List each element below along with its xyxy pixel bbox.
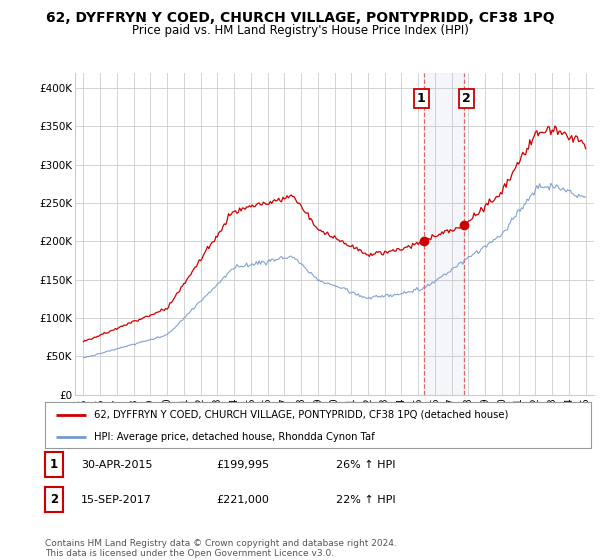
Text: Contains HM Land Registry data © Crown copyright and database right 2024.
This d: Contains HM Land Registry data © Crown c… xyxy=(45,539,397,558)
Text: 2: 2 xyxy=(50,493,58,506)
Text: 62, DYFFRYN Y COED, CHURCH VILLAGE, PONTYPRIDD, CF38 1PQ (detached house): 62, DYFFRYN Y COED, CHURCH VILLAGE, PONT… xyxy=(94,410,509,420)
Text: £199,995: £199,995 xyxy=(216,460,269,469)
Bar xyxy=(424,73,464,395)
Text: 62, DYFFRYN Y COED, CHURCH VILLAGE, PONTYPRIDD, CF38 1PQ: 62, DYFFRYN Y COED, CHURCH VILLAGE, PONT… xyxy=(46,11,554,25)
Text: Price paid vs. HM Land Registry's House Price Index (HPI): Price paid vs. HM Land Registry's House … xyxy=(131,24,469,36)
Text: 1: 1 xyxy=(50,458,58,471)
Text: 26% ↑ HPI: 26% ↑ HPI xyxy=(336,460,395,469)
Text: £221,000: £221,000 xyxy=(216,495,269,505)
Text: HPI: Average price, detached house, Rhondda Cynon Taf: HPI: Average price, detached house, Rhon… xyxy=(94,432,375,441)
Text: 2: 2 xyxy=(462,92,470,105)
Text: 30-APR-2015: 30-APR-2015 xyxy=(81,460,152,469)
Text: 1: 1 xyxy=(417,92,425,105)
Text: 22% ↑ HPI: 22% ↑ HPI xyxy=(336,495,395,505)
Text: 15-SEP-2017: 15-SEP-2017 xyxy=(81,495,152,505)
